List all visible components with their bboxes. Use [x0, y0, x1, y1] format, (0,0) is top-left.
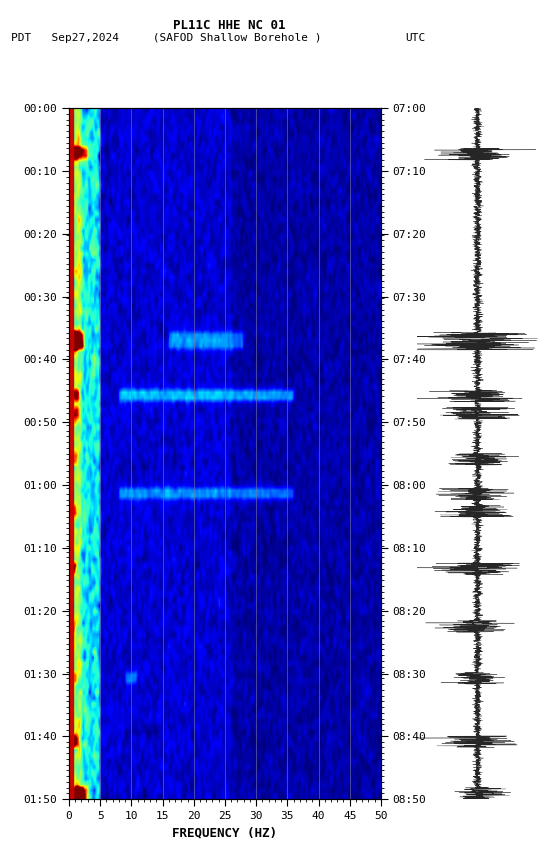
- Bar: [69, 108, 73, 799]
- Text: UTC: UTC: [406, 33, 426, 43]
- X-axis label: FREQUENCY (HZ): FREQUENCY (HZ): [172, 827, 278, 840]
- Text: PDT   Sep27,2024     (SAFOD Shallow Borehole ): PDT Sep27,2024 (SAFOD Shallow Borehole ): [11, 33, 321, 43]
- Text: PL11C HHE NC 01: PL11C HHE NC 01: [173, 19, 285, 32]
